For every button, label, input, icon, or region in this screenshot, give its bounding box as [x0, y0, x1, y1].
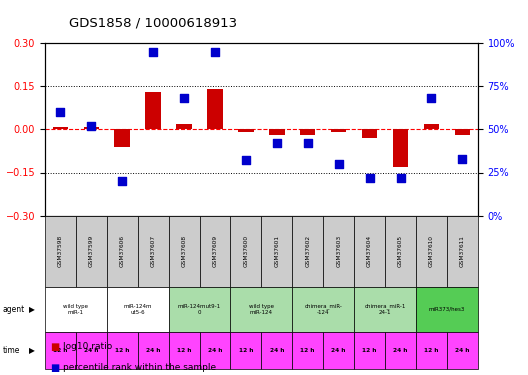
- Text: 12 h: 12 h: [115, 348, 129, 353]
- Point: [180, 95, 188, 101]
- Text: GSM37602: GSM37602: [305, 235, 310, 267]
- Bar: [393, 129, 408, 167]
- Text: 12 h: 12 h: [53, 348, 68, 353]
- Text: miR373/hes3: miR373/hes3: [429, 307, 465, 312]
- Text: ■: ■: [50, 363, 60, 372]
- Text: GSM37605: GSM37605: [398, 235, 403, 267]
- Text: GSM37606: GSM37606: [120, 235, 125, 267]
- Text: log10 ratio: log10 ratio: [63, 342, 112, 351]
- Text: 24 h: 24 h: [146, 348, 161, 353]
- Bar: [455, 129, 470, 135]
- Text: 12 h: 12 h: [239, 348, 253, 353]
- Bar: [145, 92, 161, 129]
- Text: 12 h: 12 h: [362, 348, 377, 353]
- Bar: [238, 129, 253, 132]
- Bar: [115, 129, 130, 147]
- Bar: [53, 126, 68, 129]
- Bar: [300, 129, 316, 135]
- Text: GSM37610: GSM37610: [429, 235, 434, 267]
- Text: 12 h: 12 h: [177, 348, 191, 353]
- Text: 24 h: 24 h: [208, 348, 222, 353]
- Text: GSM37598: GSM37598: [58, 235, 63, 267]
- Point: [211, 49, 219, 55]
- Text: GSM37609: GSM37609: [212, 235, 218, 267]
- Point: [458, 156, 467, 162]
- Text: 24 h: 24 h: [84, 348, 99, 353]
- Text: wild type
miR-124: wild type miR-124: [249, 304, 274, 315]
- Text: 12 h: 12 h: [300, 348, 315, 353]
- Point: [149, 49, 157, 55]
- Text: GSM37607: GSM37607: [150, 235, 156, 267]
- Text: time: time: [3, 346, 20, 355]
- Point: [334, 161, 343, 167]
- Point: [118, 178, 126, 184]
- Text: GSM37599: GSM37599: [89, 235, 94, 267]
- Text: GSM37600: GSM37600: [243, 235, 248, 267]
- Text: agent: agent: [3, 305, 25, 314]
- Bar: [424, 124, 439, 129]
- Text: miR-124m
ut5-6: miR-124m ut5-6: [124, 304, 152, 315]
- Bar: [176, 124, 192, 129]
- Text: GSM37604: GSM37604: [367, 235, 372, 267]
- Text: chimera_miR-1
24-1: chimera_miR-1 24-1: [364, 304, 406, 315]
- Text: GSM37603: GSM37603: [336, 235, 341, 267]
- Bar: [83, 126, 99, 129]
- Bar: [362, 129, 378, 138]
- Text: ▶: ▶: [29, 346, 35, 355]
- Bar: [207, 89, 223, 129]
- Text: wild type
miR-1: wild type miR-1: [63, 304, 88, 315]
- Text: 24 h: 24 h: [393, 348, 408, 353]
- Text: GSM37601: GSM37601: [275, 235, 279, 267]
- Text: GDS1858 / 10000618913: GDS1858 / 10000618913: [69, 17, 237, 30]
- Text: 24 h: 24 h: [332, 348, 346, 353]
- Text: percentile rank within the sample: percentile rank within the sample: [63, 363, 216, 372]
- Bar: [269, 129, 285, 135]
- Point: [397, 175, 405, 181]
- Text: chimera_miR-
-124: chimera_miR- -124: [304, 304, 342, 315]
- Text: 12 h: 12 h: [424, 348, 439, 353]
- Text: 24 h: 24 h: [455, 348, 469, 353]
- Point: [242, 158, 250, 164]
- Bar: [331, 129, 346, 132]
- Text: miR-124mut9-1
0: miR-124mut9-1 0: [178, 304, 221, 315]
- Text: ■: ■: [50, 342, 60, 352]
- Point: [304, 140, 312, 146]
- Text: GSM37611: GSM37611: [460, 236, 465, 267]
- Point: [87, 123, 96, 129]
- Point: [427, 95, 436, 101]
- Text: ▶: ▶: [29, 305, 35, 314]
- Text: GSM37608: GSM37608: [182, 235, 186, 267]
- Point: [365, 175, 374, 181]
- Text: 24 h: 24 h: [270, 348, 284, 353]
- Point: [272, 140, 281, 146]
- Point: [56, 109, 64, 115]
